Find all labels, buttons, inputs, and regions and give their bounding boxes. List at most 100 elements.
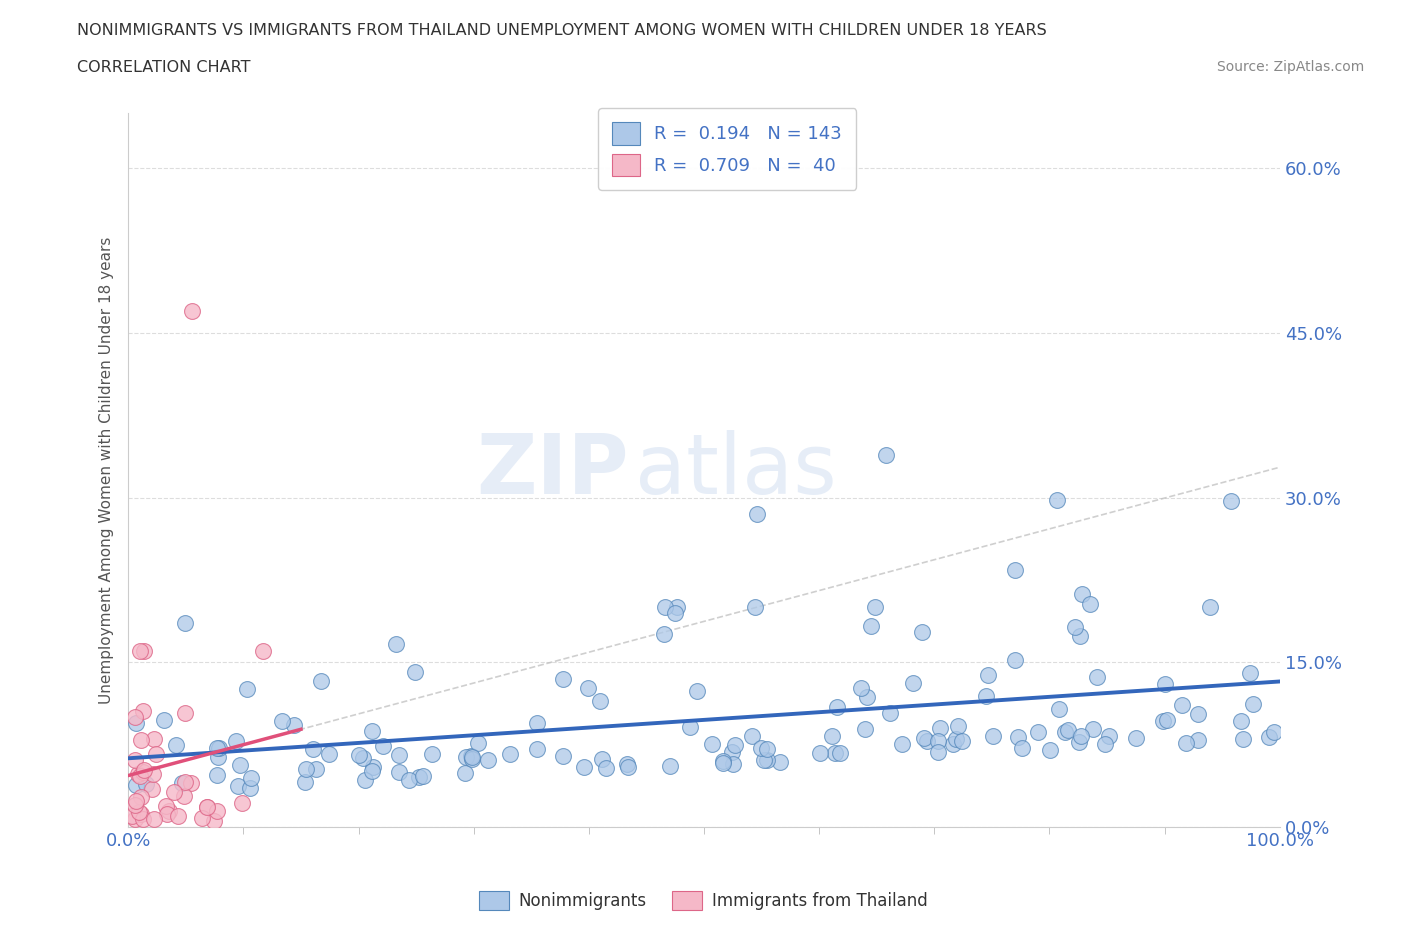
Point (652, 627, 675, 642)
Point (1187, 733, 1209, 748)
Point (174, 706, 197, 721)
Point (180, 303, 202, 318)
Point (142, 812, 165, 827)
Point (134, 644, 156, 658)
Point (1004, 563, 1026, 578)
Point (454, 750, 477, 764)
Point (1069, 629, 1091, 644)
Point (477, 752, 499, 767)
Point (711, 753, 734, 768)
Point (170, 776, 193, 790)
Point (616, 757, 638, 772)
Point (977, 667, 1000, 682)
Point (1263, 724, 1285, 739)
Point (747, 507, 769, 522)
Text: atlas: atlas (636, 430, 837, 511)
Point (756, 742, 779, 757)
Point (744, 600, 766, 615)
Point (942, 737, 965, 751)
Point (721, 757, 744, 772)
Point (309, 673, 332, 688)
Point (824, 746, 846, 761)
Point (301, 742, 323, 757)
Point (124, 812, 146, 827)
Point (664, 605, 686, 620)
Point (658, 759, 681, 774)
Legend: R =  0.194   N = 143, R =  0.709   N =  40: R = 0.194 N = 143, R = 0.709 N = 40 (598, 108, 856, 190)
Point (124, 752, 146, 767)
Point (859, 618, 882, 633)
Point (195, 799, 218, 814)
Point (134, 763, 156, 777)
Point (1064, 619, 1087, 634)
Point (404, 665, 426, 680)
Point (295, 762, 318, 777)
Point (388, 764, 411, 779)
Point (1174, 736, 1197, 751)
Point (349, 748, 371, 763)
Point (128, 804, 150, 819)
Point (851, 681, 873, 696)
Point (828, 746, 851, 761)
Point (353, 773, 375, 788)
Point (422, 747, 444, 762)
Point (617, 760, 640, 775)
Point (551, 672, 574, 687)
Point (1171, 698, 1194, 712)
Point (945, 732, 967, 747)
Point (875, 447, 897, 462)
Point (239, 780, 262, 795)
Point (240, 771, 263, 786)
Point (912, 731, 935, 746)
Point (1258, 730, 1281, 745)
Point (135, 777, 157, 791)
Y-axis label: Unemployment Among Women with Children Under 18 years: Unemployment Among Women with Children U… (100, 236, 114, 704)
Point (1153, 677, 1175, 692)
Point (205, 740, 228, 755)
Point (1057, 723, 1080, 737)
Point (157, 804, 180, 818)
Point (236, 682, 259, 697)
Point (352, 751, 374, 765)
Point (141, 781, 163, 796)
Point (1152, 713, 1174, 728)
Point (173, 775, 195, 790)
Point (1078, 596, 1101, 611)
Point (132, 704, 155, 719)
Point (711, 755, 734, 770)
Point (1070, 729, 1092, 744)
Point (155, 799, 177, 814)
Point (388, 747, 411, 762)
Point (1047, 701, 1070, 716)
Point (721, 744, 744, 759)
Point (591, 752, 613, 767)
Point (1046, 493, 1069, 508)
Point (124, 798, 146, 813)
Point (526, 741, 548, 756)
Point (398, 772, 420, 787)
Point (361, 764, 384, 778)
Point (1007, 730, 1029, 745)
Point (666, 600, 689, 615)
Point (145, 746, 167, 761)
Point (1039, 742, 1062, 757)
Point (754, 752, 776, 767)
Point (526, 716, 548, 731)
Point (294, 775, 316, 790)
Point (1125, 731, 1147, 746)
Point (946, 719, 969, 734)
Text: CORRELATION CHART: CORRELATION CHART (77, 60, 250, 75)
Point (142, 732, 165, 747)
Point (142, 766, 165, 781)
Point (911, 625, 934, 640)
Point (1097, 728, 1119, 743)
Point (180, 776, 202, 790)
Point (1085, 670, 1108, 684)
Point (1241, 697, 1264, 711)
Point (551, 749, 574, 764)
Point (412, 768, 434, 783)
Point (202, 814, 225, 829)
Point (891, 737, 914, 751)
Point (252, 644, 274, 658)
Point (654, 600, 676, 615)
